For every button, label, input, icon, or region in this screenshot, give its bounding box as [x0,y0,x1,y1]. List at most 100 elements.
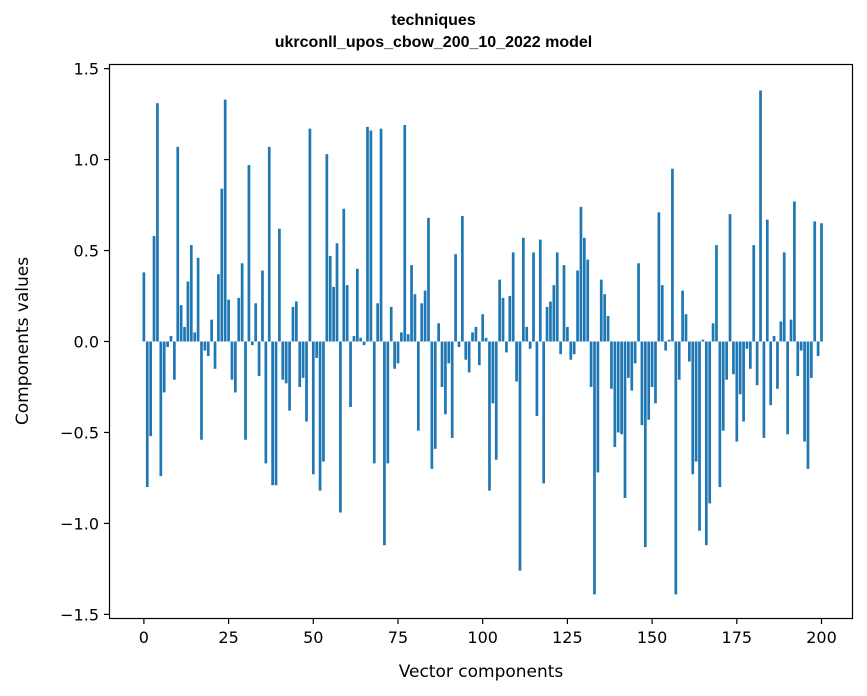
bar [542,341,546,484]
bar [742,341,745,422]
bar [383,341,386,546]
bar [284,341,288,384]
y-tick-label: 1.5 [74,60,99,79]
bar [237,297,241,342]
y-tick-label: −0.5 [60,423,99,442]
bar [501,297,505,342]
bar [555,252,559,342]
bar [471,332,474,342]
bar [576,270,579,342]
bar [318,341,322,491]
bar [545,306,549,342]
bar [420,303,424,342]
bar [332,286,335,342]
bar [728,214,732,342]
bar [349,341,352,407]
bar [782,252,786,342]
bar [610,341,613,389]
bar [799,341,803,351]
bar [240,263,244,342]
bar [294,301,298,342]
bar [776,341,779,389]
bar [444,341,447,415]
bar [515,341,518,382]
bar [325,154,329,342]
bar [593,341,596,595]
y-axis-label: Components values [13,257,33,425]
bar [599,279,603,342]
y-tick-label: −1.5 [60,605,99,624]
bar [173,341,176,380]
bar [816,341,820,357]
bar [403,125,407,342]
bar [413,294,417,342]
bar [396,341,400,364]
bar [732,341,735,375]
bar [660,285,664,342]
bar [257,341,261,377]
bar [457,341,461,347]
bar [528,341,532,349]
x-tick-label: 100 [467,628,498,647]
x-tick-label: 150 [637,628,668,647]
bar [586,259,590,342]
bar [681,290,684,342]
bar [772,336,776,342]
y-tick-label: −1.0 [60,514,99,533]
bar [796,341,800,377]
bar [674,341,678,595]
bar [630,341,634,391]
bar [603,294,607,342]
bar [145,341,149,488]
bar [189,245,193,342]
bar [261,270,264,342]
bar [762,341,766,438]
bar [291,306,295,342]
bar [820,223,823,342]
bar [745,341,749,349]
bar [779,321,783,342]
bar [369,130,373,342]
bar [532,252,535,342]
bar [454,254,457,342]
bar [322,341,325,462]
bar [549,301,552,342]
bar [179,305,183,342]
bar [566,326,569,342]
bar [217,274,220,342]
bar [220,188,224,342]
bar [267,146,271,342]
bar [704,341,708,546]
bar [569,341,573,360]
bar [400,332,403,342]
bar [803,341,806,442]
bar [759,90,762,342]
bar [793,201,796,342]
bar [620,341,623,435]
bar [427,217,430,342]
bar [162,341,166,393]
bar [359,337,363,342]
bar [769,341,773,406]
bar [694,341,698,462]
bar [511,252,515,342]
bar [467,341,471,373]
bar [200,341,203,440]
bar [525,326,529,342]
bar [416,341,420,431]
bar [227,299,230,342]
bar [582,237,586,342]
bar [461,215,464,342]
bar [345,285,349,342]
bar [166,341,169,347]
y-axis: −1.5 −1.0 −0.5 0.0 0.5 1.0 1.5 [60,60,110,624]
bar [203,341,207,351]
bar [274,341,278,486]
bar [311,341,315,475]
bar [627,341,630,378]
chart-title: techniques [391,12,476,29]
bar [606,316,610,342]
bar [505,341,508,353]
bar [437,323,440,342]
